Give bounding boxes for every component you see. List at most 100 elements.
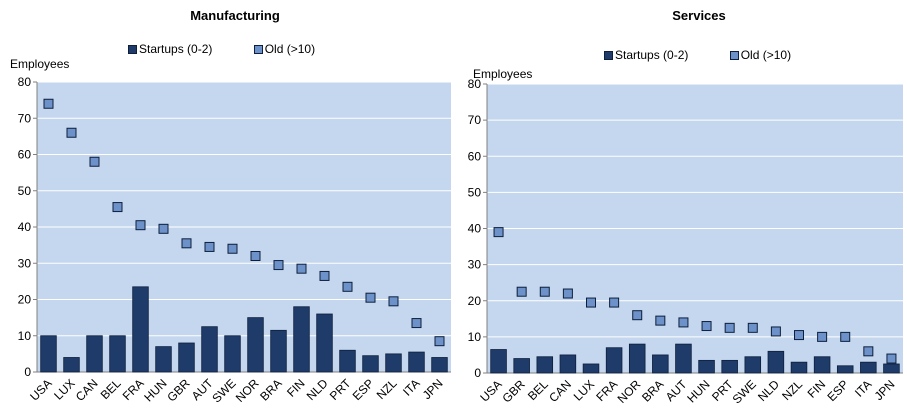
bar-startups — [721, 359, 738, 374]
marker-old — [493, 227, 504, 238]
y-tick-label: 70 — [468, 113, 482, 127]
legend-item-startups: Startups (0-2) — [604, 48, 688, 62]
x-tick-label: ESP — [824, 377, 851, 404]
x-tick-label: SWE — [730, 377, 759, 406]
bar-startups — [224, 335, 241, 373]
marker-old — [586, 297, 596, 308]
legend-swatch-startups — [604, 50, 613, 60]
y-tick-label: 80 — [18, 75, 32, 89]
y-tick-label: 10 — [18, 329, 32, 343]
bar-startups — [109, 335, 126, 373]
legend-item-startups: Startups (0-2) — [128, 42, 212, 56]
marker-old — [89, 156, 100, 167]
y-tick-label: 20 — [18, 293, 32, 307]
y-tick-label: 30 — [468, 258, 482, 272]
manufacturing-plot: 01020304050607080USALUXCANBELFRAHUNGBRAU… — [18, 75, 451, 405]
chart-title: Manufacturing — [190, 8, 280, 23]
bar-startups — [247, 317, 264, 373]
bar-startups — [883, 363, 900, 374]
x-tick-label: JPN — [872, 377, 898, 403]
legend-swatch-startups — [128, 44, 137, 54]
y-tick-label: 60 — [18, 148, 32, 162]
x-tick-label: USA — [27, 376, 54, 403]
x-tick-label: AUT — [663, 377, 690, 404]
bar-startups — [63, 357, 80, 373]
x-tick-label: BRA — [639, 377, 666, 404]
x-tick-label: CAN — [73, 376, 101, 404]
bar-startups — [767, 350, 785, 374]
x-tick-label: FIN — [805, 377, 829, 401]
x-tick-label: BRA — [257, 376, 284, 403]
bar-startups — [652, 354, 669, 374]
bar-startups — [132, 286, 149, 373]
bar-startups — [270, 329, 287, 373]
x-tick-label: NLD — [755, 377, 782, 404]
legend-item-old: Old (>10) — [729, 48, 792, 62]
y-axis-label: Employees — [473, 67, 533, 81]
marker-old — [609, 297, 620, 308]
bar-startups — [813, 356, 831, 374]
x-tick-label: NOR — [233, 376, 262, 405]
x-tick-label: BEL — [98, 376, 124, 402]
y-tick-label: 10 — [468, 330, 482, 344]
marker-old — [539, 286, 550, 297]
marker-old — [112, 202, 123, 213]
x-tick-label: ITA — [400, 376, 422, 398]
x-tick-label: BEL — [525, 377, 551, 403]
y-tick-label: 50 — [18, 184, 32, 198]
legend-swatch-old — [729, 50, 739, 60]
x-tick-label: NOR — [615, 377, 644, 406]
marker-old — [204, 241, 215, 252]
marker-old — [747, 322, 758, 333]
marker-old — [632, 310, 643, 321]
bar-startups — [316, 313, 333, 373]
y-tick-label: 50 — [468, 185, 482, 199]
legend-label-startups: Startups (0-2) — [615, 48, 689, 62]
x-tick-label: GBR — [499, 377, 528, 406]
bar-startups — [744, 356, 762, 374]
x-tick-label: CAN — [546, 377, 574, 405]
x-tick-label: JPN — [420, 376, 446, 402]
marker-old — [655, 315, 666, 326]
x-tick-label: GBR — [164, 376, 193, 405]
bar-startups — [513, 358, 530, 374]
y-tick-label: 0 — [24, 365, 31, 379]
marker-old — [724, 322, 735, 333]
bar-startups — [582, 363, 600, 374]
marker-old — [434, 336, 445, 347]
marker-old — [227, 243, 238, 254]
x-tick-label: LUX — [571, 377, 597, 403]
y-tick-label: 20 — [468, 294, 482, 308]
marker-old — [863, 346, 874, 357]
chart-legend: Startups (0-2) Old (>10) — [128, 42, 353, 57]
legend-label-old: Old (>10) — [740, 48, 792, 62]
bar-startups — [605, 347, 623, 374]
y-tick-label: 80 — [468, 77, 482, 91]
manufacturing-panel: Manufacturing Startups (0-2) Old (>10) E… — [0, 0, 453, 417]
x-tick-label: FRA — [120, 376, 147, 403]
bar-startups — [536, 356, 554, 374]
x-tick-label: ESP — [350, 376, 377, 403]
marker-old — [840, 331, 851, 342]
bar-startups — [698, 359, 715, 374]
y-tick-label: 40 — [468, 222, 482, 236]
y-axis-label: Employees — [10, 57, 70, 71]
bar-startups — [490, 349, 507, 374]
marker-old — [770, 326, 781, 337]
x-tick-label: FIN — [284, 376, 308, 400]
chart-legend: Startups (0-2) Old (>10) — [604, 48, 829, 63]
bar-startups — [86, 335, 103, 373]
marker-old — [562, 288, 573, 299]
marker-old — [181, 238, 192, 249]
y-tick-label: 60 — [468, 149, 482, 163]
bar-startups — [385, 353, 402, 373]
bar-startups — [293, 306, 310, 373]
marker-old — [250, 251, 261, 261]
y-tick-label: 30 — [18, 256, 32, 270]
chart-title: Services — [672, 8, 726, 23]
marker-old — [388, 296, 399, 307]
y-tick-label: 0 — [474, 366, 481, 380]
marker-old — [158, 223, 169, 234]
x-tick-label: FRA — [593, 377, 620, 404]
x-tick-label: USA — [477, 377, 504, 404]
